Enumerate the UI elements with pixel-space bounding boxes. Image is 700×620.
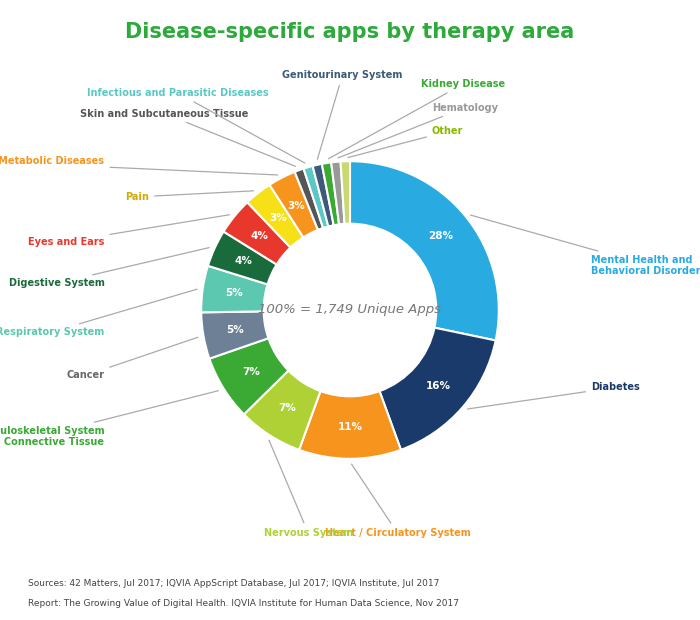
- Text: 5%: 5%: [225, 288, 244, 298]
- Wedge shape: [209, 339, 288, 414]
- Text: Musculoskeletal System
and Connective Tissue: Musculoskeletal System and Connective Ti…: [0, 391, 218, 447]
- Text: Digestive System: Digestive System: [8, 247, 209, 288]
- Text: 7%: 7%: [278, 403, 296, 414]
- Wedge shape: [341, 161, 350, 224]
- Wedge shape: [299, 391, 401, 459]
- Wedge shape: [331, 161, 344, 224]
- Wedge shape: [322, 162, 339, 225]
- Wedge shape: [295, 169, 323, 230]
- Text: Other: Other: [348, 126, 463, 157]
- Text: Eyes and Ears: Eyes and Ears: [28, 215, 230, 247]
- Text: Respiratory System: Respiratory System: [0, 289, 197, 337]
- Text: Heart / Circulatory System: Heart / Circulatory System: [325, 464, 470, 538]
- Text: Sources: 42 Matters, Jul 2017; IQVIA AppScript Database, Jul 2017; IQVIA Institu: Sources: 42 Matters, Jul 2017; IQVIA App…: [28, 579, 440, 588]
- Text: 100% = 1,749 Unique Apps: 100% = 1,749 Unique Apps: [258, 304, 442, 316]
- Text: Disease-specific apps by therapy area: Disease-specific apps by therapy area: [125, 22, 575, 42]
- Text: 4%: 4%: [251, 231, 268, 241]
- Text: Hematology: Hematology: [338, 103, 498, 158]
- Wedge shape: [244, 371, 321, 450]
- Text: Diabetes: Diabetes: [468, 383, 640, 409]
- Text: 4%: 4%: [234, 257, 253, 267]
- Text: 11%: 11%: [337, 422, 363, 432]
- Wedge shape: [201, 266, 267, 312]
- Wedge shape: [247, 185, 303, 247]
- Text: Report: The Growing Value of Digital Health. IQVIA Institute for Human Data Scie: Report: The Growing Value of Digital Hea…: [28, 600, 459, 608]
- Wedge shape: [223, 202, 290, 265]
- Text: Genitourinary System: Genitourinary System: [282, 70, 402, 159]
- Text: 7%: 7%: [241, 366, 260, 376]
- Text: Endocrine, Nutritional and Metabolic Diseases: Endocrine, Nutritional and Metabolic Dis…: [0, 156, 278, 175]
- Wedge shape: [208, 231, 276, 285]
- Wedge shape: [201, 311, 268, 358]
- Text: 3%: 3%: [269, 213, 287, 223]
- Wedge shape: [304, 166, 328, 228]
- Text: 5%: 5%: [226, 326, 244, 335]
- Text: 28%: 28%: [428, 231, 453, 241]
- Text: Infectious and Parasitic Diseases: Infectious and Parasitic Diseases: [87, 88, 304, 163]
- Text: 16%: 16%: [426, 381, 451, 391]
- Wedge shape: [270, 172, 318, 237]
- Text: 3%: 3%: [288, 201, 305, 211]
- Wedge shape: [379, 328, 496, 450]
- Text: Nervous System: Nervous System: [264, 440, 353, 538]
- Text: Skin and Subcutaneous Tissue: Skin and Subcutaneous Tissue: [80, 108, 295, 166]
- Wedge shape: [313, 164, 334, 226]
- Text: Kidney Disease: Kidney Disease: [328, 79, 505, 159]
- Text: Cancer: Cancer: [66, 337, 198, 381]
- Text: Mental Health and
Behavioral Disorders: Mental Health and Behavioral Disorders: [470, 215, 700, 276]
- Text: Pain: Pain: [125, 191, 253, 202]
- Wedge shape: [350, 161, 499, 340]
